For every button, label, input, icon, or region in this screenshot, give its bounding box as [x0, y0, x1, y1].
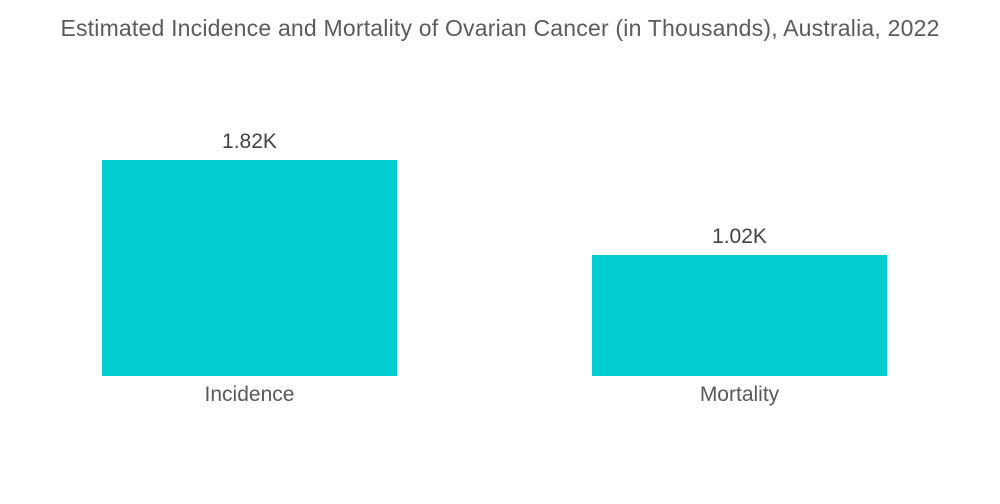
- category-label-mortality: Mortality: [699, 383, 780, 406]
- bar-incidence: [102, 160, 397, 376]
- chart-title: Estimated Incidence and Mortality of Ova…: [60, 15, 940, 41]
- bar-group-mortality: 1.02K: [592, 226, 887, 376]
- bar-plot-area: 1.82K 1.02K: [102, 130, 887, 376]
- bar-value-label: 1.02K: [712, 225, 767, 248]
- bar-group-incidence: 1.82K: [102, 131, 397, 376]
- category-label-incidence: Incidence: [204, 383, 295, 406]
- bar-mortality: [592, 255, 887, 376]
- category-axis-labels: Incidence Mortality: [102, 384, 887, 405]
- bar-value-label: 1.82K: [222, 130, 277, 153]
